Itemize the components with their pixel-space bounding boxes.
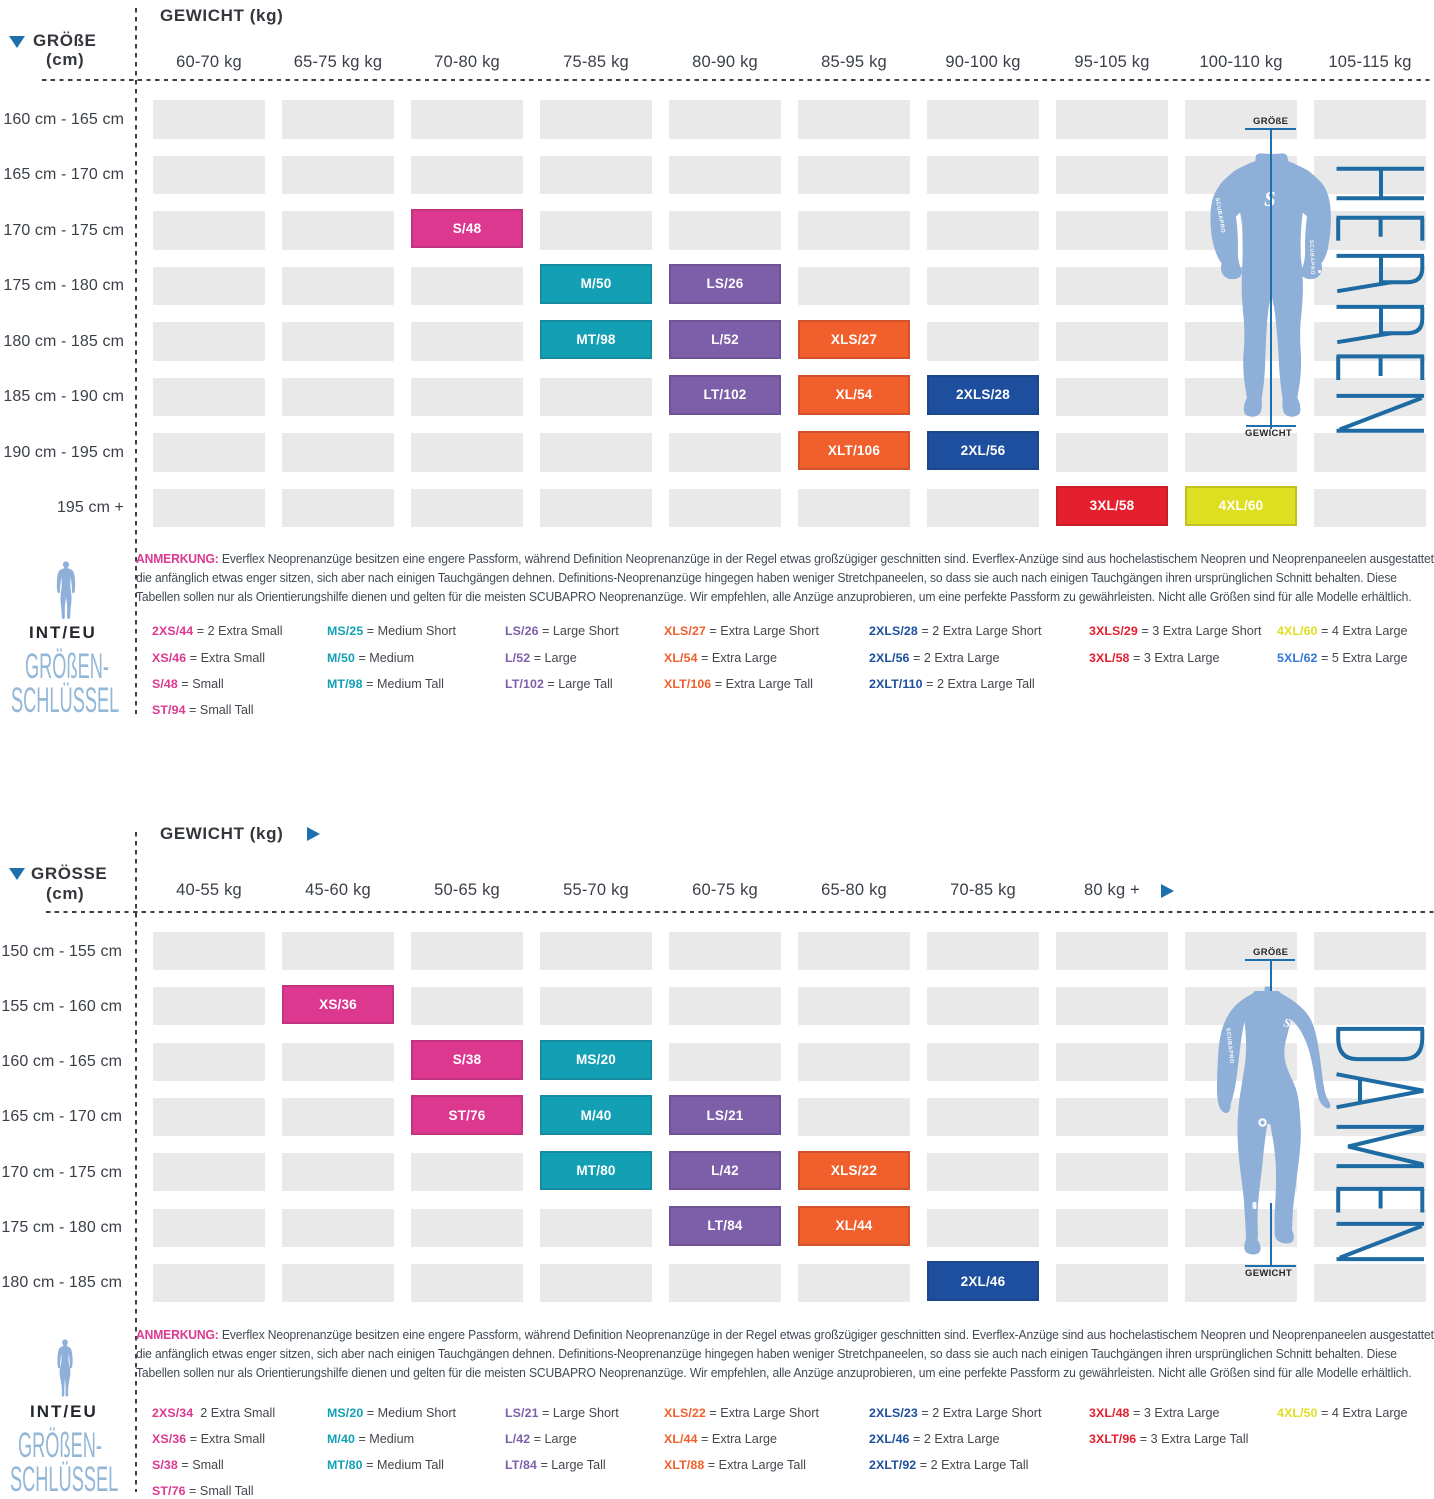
svg-text:S: S	[1282, 1015, 1292, 1030]
svg-text:S: S	[1264, 187, 1276, 211]
svg-text:SCUBAPRO: SCUBAPRO	[1225, 1028, 1235, 1065]
svg-text:SCUBAPRO: SCUBAPRO	[1308, 240, 1315, 275]
